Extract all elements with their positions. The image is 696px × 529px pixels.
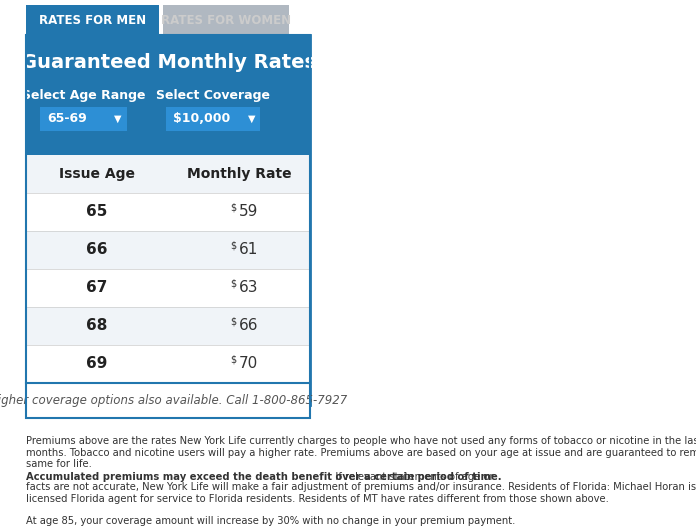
Text: If relevant statements of age or: If relevant statements of age or <box>26 472 493 482</box>
Text: 66: 66 <box>239 318 259 333</box>
FancyBboxPatch shape <box>26 35 310 155</box>
FancyBboxPatch shape <box>26 155 310 193</box>
Text: RATES FOR MEN: RATES FOR MEN <box>39 14 146 26</box>
FancyBboxPatch shape <box>163 5 289 35</box>
Text: 63: 63 <box>239 280 259 296</box>
Text: $: $ <box>230 203 237 213</box>
Text: $: $ <box>230 317 237 327</box>
Text: At age 85, your coverage amount will increase by 30% with no change in your prem: At age 85, your coverage amount will inc… <box>26 516 515 526</box>
Text: 70: 70 <box>239 357 258 371</box>
Text: ▼: ▼ <box>114 114 122 124</box>
Text: Monthly Rate: Monthly Rate <box>187 167 292 181</box>
Text: 65: 65 <box>86 205 108 220</box>
Text: $: $ <box>230 241 237 251</box>
FancyBboxPatch shape <box>26 231 310 269</box>
Text: $: $ <box>230 355 237 365</box>
Text: Higher coverage options also available. Call 1-800-865-7927: Higher coverage options also available. … <box>0 394 347 407</box>
Text: $10,000: $10,000 <box>173 113 230 125</box>
FancyBboxPatch shape <box>26 193 310 231</box>
Text: RATES FOR WOMEN: RATES FOR WOMEN <box>161 14 291 26</box>
Text: 69: 69 <box>86 357 108 371</box>
FancyBboxPatch shape <box>26 383 310 418</box>
Text: 67: 67 <box>86 280 108 296</box>
Text: 59: 59 <box>239 205 258 220</box>
Text: 65-69: 65-69 <box>47 113 87 125</box>
FancyBboxPatch shape <box>40 107 127 131</box>
FancyBboxPatch shape <box>26 269 310 307</box>
FancyBboxPatch shape <box>26 345 310 383</box>
Text: 61: 61 <box>239 242 258 258</box>
Text: facts are not accurate, New York Life will make a fair adjustment of premiums an: facts are not accurate, New York Life wi… <box>26 482 696 504</box>
FancyBboxPatch shape <box>26 35 310 405</box>
FancyBboxPatch shape <box>166 107 260 131</box>
Text: $: $ <box>230 279 237 289</box>
Text: Premiums above are the rates New York Life currently charges to people who have : Premiums above are the rates New York Li… <box>26 436 696 469</box>
FancyBboxPatch shape <box>26 5 159 35</box>
Text: Issue Age: Issue Age <box>59 167 135 181</box>
FancyBboxPatch shape <box>26 307 310 345</box>
Text: 66: 66 <box>86 242 108 258</box>
Bar <box>26 35 310 418</box>
Text: 68: 68 <box>86 318 108 333</box>
Text: Guaranteed Monthly Rates: Guaranteed Monthly Rates <box>21 53 315 72</box>
Text: ▼: ▼ <box>248 114 255 124</box>
Text: Select Age Range: Select Age Range <box>22 88 145 102</box>
Text: Select Coverage: Select Coverage <box>156 88 270 102</box>
Text: Accumulated premiums may exceed the death benefit over a certain period of time.: Accumulated premiums may exceed the deat… <box>26 472 501 482</box>
